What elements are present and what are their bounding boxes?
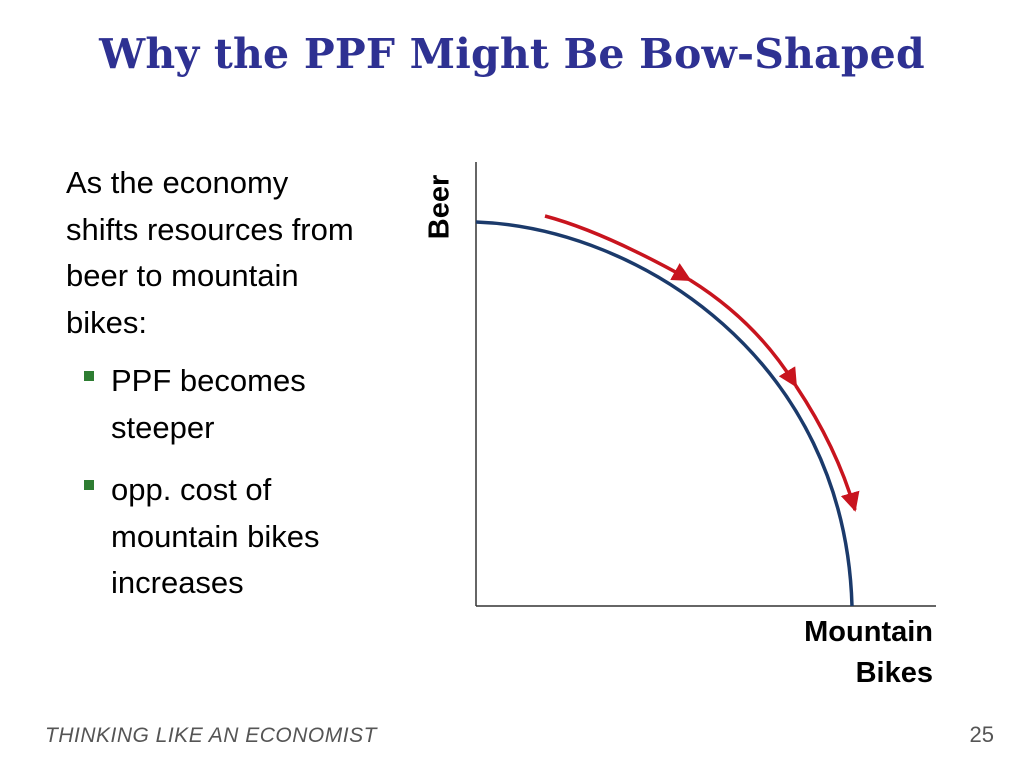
bullet-text: PPF becomes steeper [111,363,306,445]
square-bullet-icon [84,480,94,490]
intro-text: As the economy shifts resources from bee… [66,165,354,340]
x-axis-label-line: Bikes [855,657,933,689]
shift-arrow-segment [689,278,798,388]
shift-arrow-segment [544,214,692,282]
square-bullet-icon [84,371,94,381]
footer-text: THINKING LIKE AN ECONOMIST [45,724,377,747]
x-axis-label: Mountain Bikes [804,612,933,694]
page-number: 25 [969,722,994,747]
y-axis-label: Beer [423,174,456,240]
bullet-item: PPF becomes steeper [80,358,380,451]
shift-arrow-segment [794,385,860,512]
bullet-item: opp. cost of mountain bikes increases [80,467,380,607]
x-axis-label-line: Mountain [804,616,933,648]
bullet-text: opp. cost of mountain bikes increases [111,472,320,600]
slide-title: Why the PPF Might Be Bow-Shaped [99,30,925,78]
bullet-list: PPF becomes steeper opp. cost of mountai… [80,358,380,623]
ppf-curve [475,220,854,607]
